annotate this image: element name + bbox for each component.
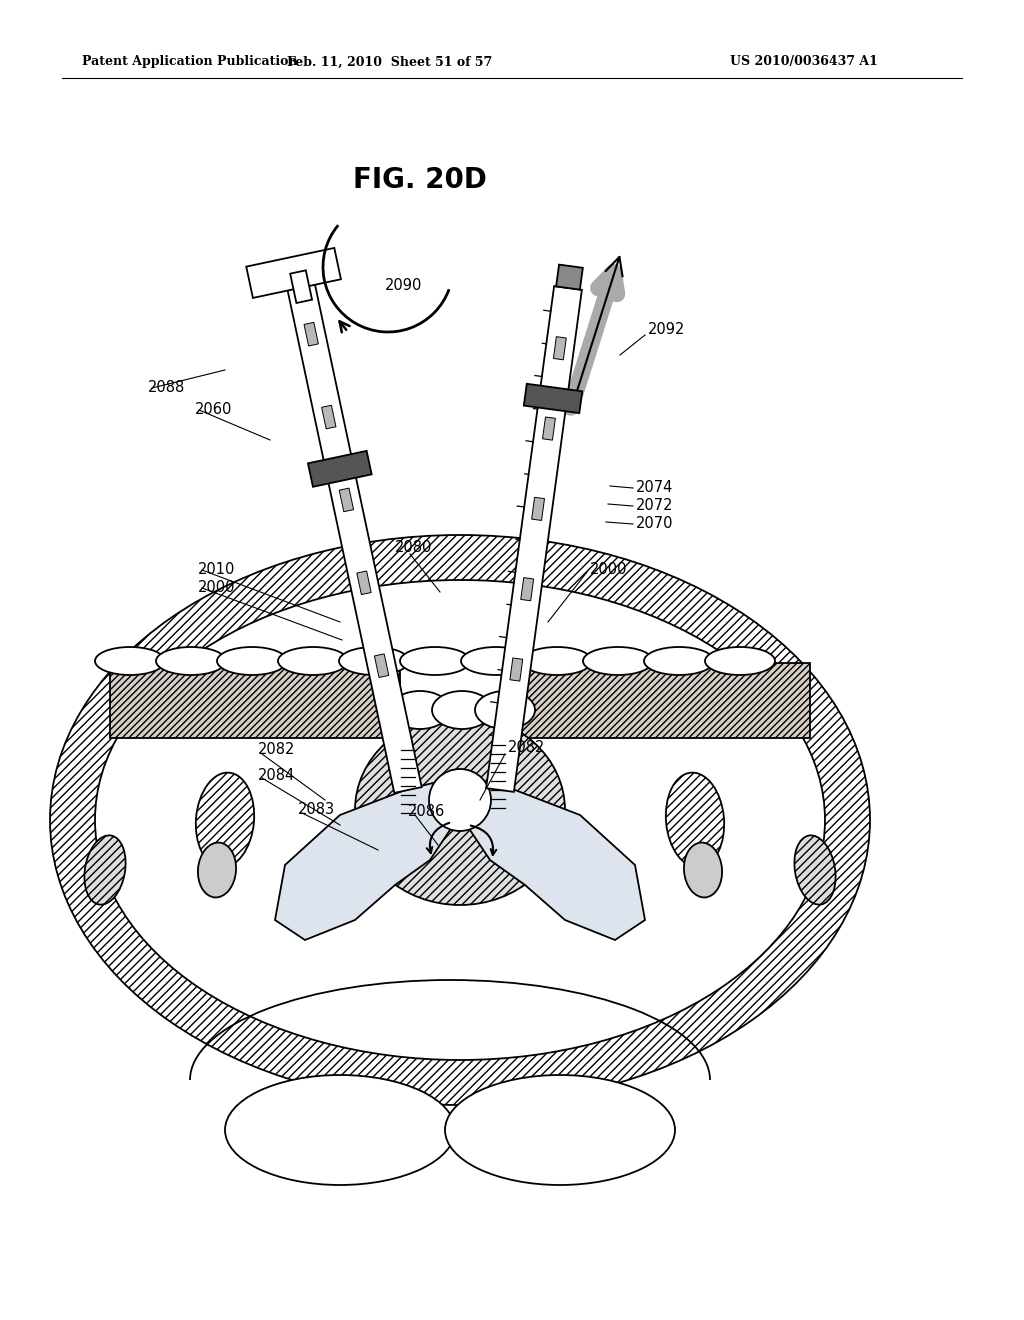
Text: 2000: 2000 [198,581,236,595]
Ellipse shape [390,690,450,729]
Ellipse shape [84,836,126,904]
Ellipse shape [278,647,348,675]
Text: 2082: 2082 [508,741,546,755]
Ellipse shape [198,842,237,898]
Ellipse shape [522,647,592,675]
Text: 2082: 2082 [258,742,295,758]
Ellipse shape [666,772,724,867]
FancyBboxPatch shape [110,663,410,738]
Polygon shape [339,488,353,512]
Polygon shape [510,657,522,681]
Ellipse shape [475,690,535,729]
Polygon shape [531,498,545,520]
FancyBboxPatch shape [400,663,520,738]
Text: Patent Application Publication: Patent Application Publication [82,55,298,69]
Ellipse shape [684,842,722,898]
Ellipse shape [156,647,226,675]
Polygon shape [290,271,312,304]
Text: 2070: 2070 [636,516,674,532]
Text: 2072: 2072 [636,499,674,513]
Polygon shape [304,322,318,346]
Ellipse shape [339,647,409,675]
Text: 2084: 2084 [258,767,295,783]
Text: 2086: 2086 [408,804,445,820]
Ellipse shape [225,1074,455,1185]
Polygon shape [470,780,645,940]
Text: 2010: 2010 [198,562,236,578]
Ellipse shape [445,1074,675,1185]
Ellipse shape [400,647,470,675]
Ellipse shape [432,690,492,729]
Text: 2060: 2060 [195,403,232,417]
Text: 2092: 2092 [648,322,685,338]
Polygon shape [521,578,534,601]
Ellipse shape [355,715,565,906]
Ellipse shape [95,579,825,1060]
Polygon shape [356,572,371,594]
Polygon shape [543,417,555,440]
Polygon shape [524,384,583,413]
Ellipse shape [50,535,870,1105]
Text: FIG. 20D: FIG. 20D [353,166,487,194]
Polygon shape [556,264,583,289]
Polygon shape [246,248,341,298]
Polygon shape [375,653,389,677]
Ellipse shape [429,770,490,832]
Text: 2083: 2083 [298,803,335,817]
Text: 2080: 2080 [395,540,432,556]
FancyBboxPatch shape [515,663,810,738]
Text: 2074: 2074 [636,480,674,495]
Polygon shape [486,286,582,792]
Polygon shape [322,405,336,429]
Ellipse shape [196,772,254,867]
Text: 2088: 2088 [148,380,185,396]
Ellipse shape [644,647,714,675]
Ellipse shape [583,647,653,675]
Text: 2000: 2000 [590,562,628,578]
Text: US 2010/0036437 A1: US 2010/0036437 A1 [730,55,878,69]
Polygon shape [275,780,450,940]
Polygon shape [553,337,566,360]
Ellipse shape [705,647,775,675]
Text: 2090: 2090 [385,277,422,293]
Ellipse shape [217,647,287,675]
Ellipse shape [795,836,836,904]
Polygon shape [308,451,372,487]
Ellipse shape [95,647,165,675]
Polygon shape [285,269,422,793]
Text: Feb. 11, 2010  Sheet 51 of 57: Feb. 11, 2010 Sheet 51 of 57 [288,55,493,69]
Ellipse shape [461,647,531,675]
